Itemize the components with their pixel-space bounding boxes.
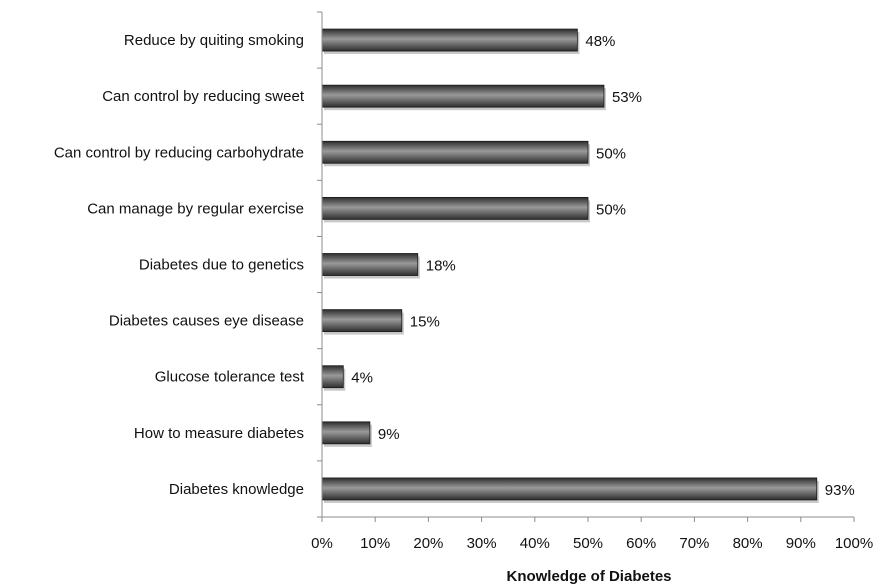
category-label: Diabetes due to genetics xyxy=(139,257,304,274)
x-tick-label: 40% xyxy=(520,535,550,552)
x-tick-label: 70% xyxy=(679,535,709,552)
bar xyxy=(321,365,344,389)
value-label: 18% xyxy=(426,258,456,275)
x-tick-label: 50% xyxy=(573,535,603,552)
x-tick-label: 90% xyxy=(786,535,816,552)
bar xyxy=(321,309,403,333)
category-label: How to measure diabetes xyxy=(134,425,304,442)
x-tick-label: 10% xyxy=(360,535,390,552)
category-label: Can control by reducing carbohydrate xyxy=(54,144,304,161)
bar xyxy=(321,84,605,108)
bar xyxy=(321,140,589,164)
bar xyxy=(321,28,578,52)
x-tick-label: 60% xyxy=(626,535,656,552)
value-label: 50% xyxy=(596,145,626,162)
x-tick-label: 20% xyxy=(413,535,443,552)
value-label: 15% xyxy=(410,314,440,331)
value-label: 4% xyxy=(351,370,373,387)
bar xyxy=(321,421,371,445)
value-label: 48% xyxy=(585,33,615,50)
category-label: Diabetes knowledge xyxy=(169,481,304,498)
bar xyxy=(321,477,818,501)
x-tick-label: 80% xyxy=(733,535,763,552)
value-label: 50% xyxy=(596,201,626,218)
x-axis-title: Knowledge of Diabetes xyxy=(506,568,671,585)
bar xyxy=(321,196,589,220)
value-label: 53% xyxy=(612,89,642,106)
value-label: 9% xyxy=(378,426,400,443)
value-label: 93% xyxy=(825,482,855,499)
category-label: Glucose tolerance test xyxy=(155,369,305,386)
category-label: Diabetes causes eye disease xyxy=(109,313,304,330)
bar xyxy=(321,253,419,276)
category-label: Can manage by regular exercise xyxy=(87,200,304,217)
category-label: Reduce by quiting smoking xyxy=(124,32,304,49)
x-tick-label: 100% xyxy=(835,535,873,552)
x-tick-label: 30% xyxy=(467,535,497,552)
bars-layer xyxy=(321,28,819,503)
x-tick-label: 0% xyxy=(311,535,333,552)
axes-layer xyxy=(317,11,855,522)
labels-layer: Reduce by quiting smoking 48% Can control … xyxy=(54,32,873,552)
category-label: Can control by reducing sweet xyxy=(102,88,305,105)
